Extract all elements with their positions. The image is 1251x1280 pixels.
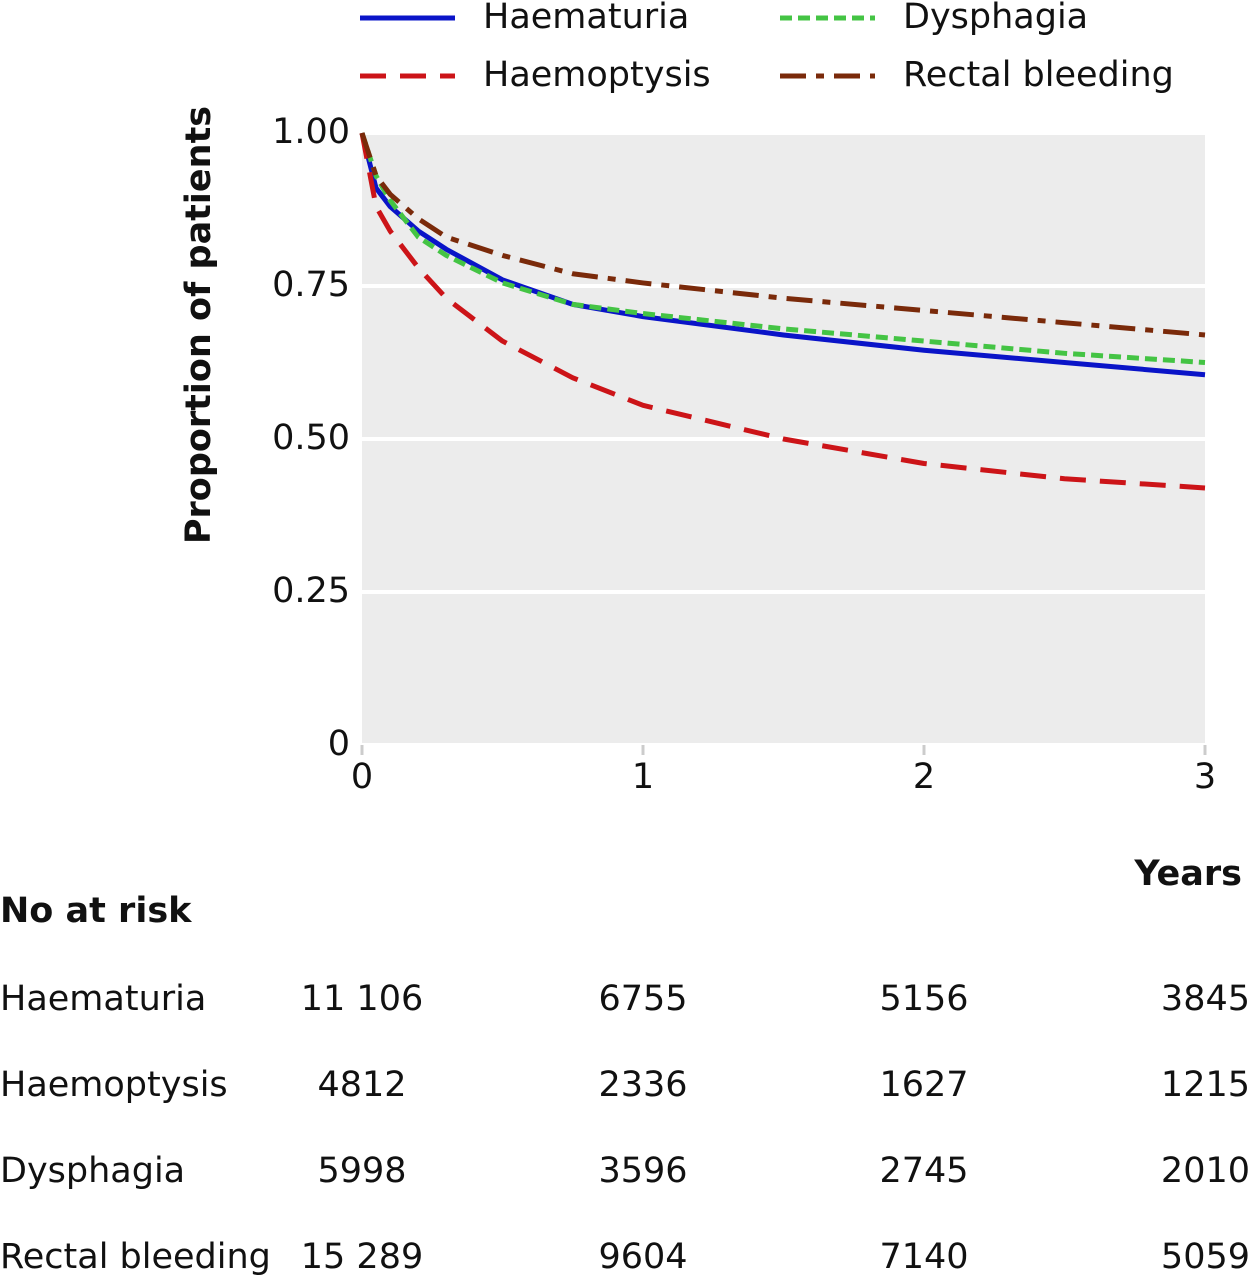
- table-cell: 3845: [1161, 979, 1250, 1019]
- row-label: Haemoptysis: [0, 1065, 228, 1105]
- table-cell: 5998: [317, 1151, 406, 1191]
- table-cell: 2010: [1161, 1151, 1250, 1191]
- legend-label: Haemoptysis: [483, 55, 711, 95]
- table-cell: 9604: [598, 1237, 687, 1277]
- table-cell: 1627: [879, 1065, 968, 1105]
- row-label: Dysphagia: [0, 1151, 185, 1191]
- y-tick-label: 0.25: [272, 571, 350, 611]
- table-cell: 5156: [879, 979, 968, 1019]
- legend-label: Dysphagia: [903, 0, 1088, 37]
- row-label: Haematuria: [0, 979, 206, 1019]
- table-cell: 3596: [598, 1151, 687, 1191]
- y-tick-label: 0: [328, 724, 350, 764]
- y-tick-label: 0.75: [272, 265, 350, 305]
- table-cell: 5059: [1161, 1237, 1250, 1277]
- table-cell: 2745: [879, 1151, 968, 1191]
- table-title: No at risk: [0, 891, 192, 931]
- x-tick-label: 0: [351, 757, 373, 797]
- y-axis-label: Proportion of patients: [179, 106, 219, 544]
- series-line: [359, 132, 1206, 491]
- legend-label: Haematuria: [483, 0, 689, 37]
- x-axis-label: Years: [1133, 854, 1242, 894]
- x-tick-label: 3: [1194, 757, 1216, 797]
- series-line: [359, 132, 1206, 365]
- table-cell: 4812: [317, 1065, 406, 1105]
- table-cell: 6755: [598, 979, 687, 1019]
- table-cell: 7140: [879, 1237, 968, 1277]
- row-label: Rectal bleeding: [0, 1237, 271, 1277]
- table-cell: 11 106: [301, 979, 423, 1019]
- y-tick-label: 0.50: [272, 418, 350, 458]
- legend-label: Rectal bleeding: [903, 55, 1174, 95]
- y-tick-label: 1.00: [272, 112, 350, 152]
- table-cell: 2336: [598, 1065, 687, 1105]
- series-line: [359, 132, 1206, 338]
- series-line: [359, 132, 1206, 378]
- table-cell: 15 289: [301, 1237, 423, 1277]
- x-tick-label: 1: [632, 757, 654, 797]
- table-cell: 1215: [1161, 1065, 1250, 1105]
- x-tick-label: 2: [913, 757, 935, 797]
